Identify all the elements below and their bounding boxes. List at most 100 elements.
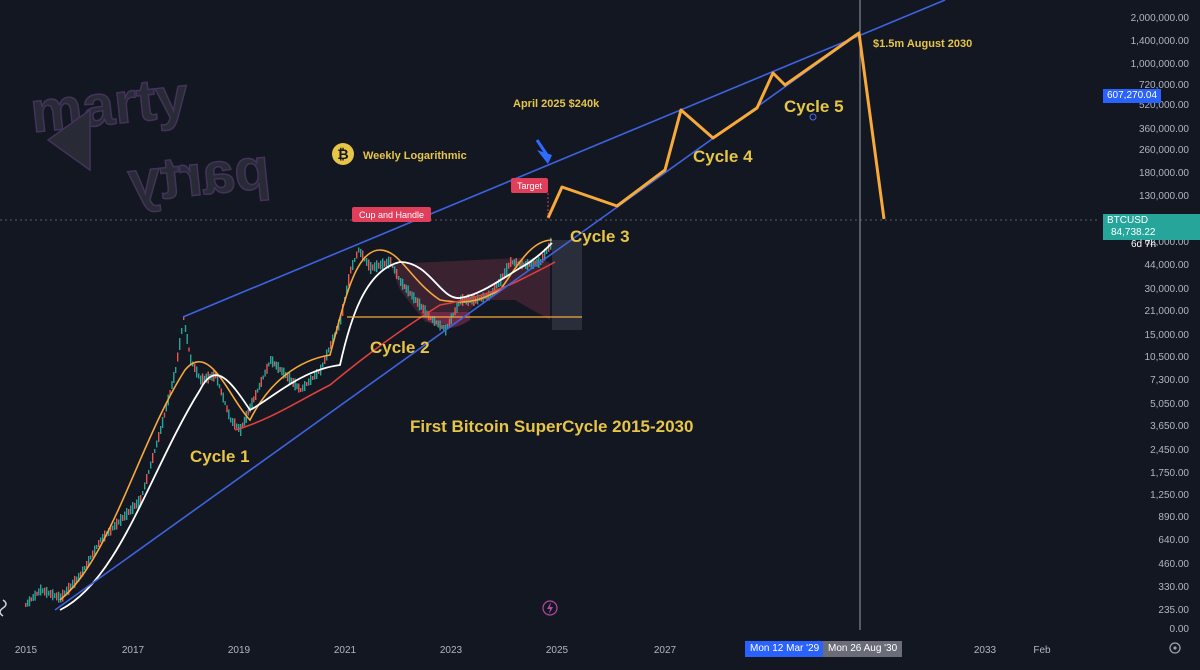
price-candle <box>332 334 334 346</box>
cycle-5-label: Cycle 5 <box>784 97 844 116</box>
price-candle <box>255 390 257 400</box>
volume-profile <box>552 240 582 330</box>
price-candle <box>126 508 128 520</box>
crosshair-dot <box>809 113 817 121</box>
price-candle <box>441 325 443 329</box>
price-candle <box>277 362 279 373</box>
price-candle <box>42 588 44 594</box>
price-tick-label: 1,400,000.00 <box>1131 36 1190 47</box>
price-candle <box>32 594 34 601</box>
price-candle <box>546 248 548 254</box>
price-candle <box>201 373 204 386</box>
price-candle <box>253 396 255 403</box>
april-arrow-shaft <box>535 139 551 159</box>
price-tick-label: 1,750.00 <box>1150 468 1189 479</box>
price-candle <box>294 378 296 391</box>
price-candle <box>430 316 432 320</box>
price-candle <box>290 377 292 384</box>
price-candle <box>108 528 110 536</box>
price-candle <box>186 334 188 344</box>
price-candle <box>350 266 352 274</box>
price-tick-label: 1,000,000.00 <box>1131 59 1190 70</box>
time-tick-label: 2015 <box>15 645 38 656</box>
price-candle <box>156 440 158 448</box>
price-candle <box>346 285 348 295</box>
price-candle <box>504 268 506 278</box>
bitcoin-icon: ₿ <box>332 143 354 165</box>
price-candle <box>376 260 378 273</box>
price-candle <box>48 590 50 596</box>
price-candle <box>268 362 270 367</box>
lightning-icon[interactable] <box>542 600 558 616</box>
price-candle <box>530 259 532 268</box>
price-candle <box>431 316 434 323</box>
price-candle <box>498 279 500 287</box>
price-candle <box>324 356 326 364</box>
price-candle <box>420 303 422 310</box>
price-tick-label: 44,000.00 <box>1145 260 1190 271</box>
current-price-value: 84,738.22 <box>1111 227 1156 238</box>
price-candle <box>158 432 160 442</box>
price-tick-label: 2,450.00 <box>1150 445 1189 456</box>
price-candle <box>114 522 116 530</box>
scroll-handle-icon[interactable] <box>0 599 7 617</box>
price-candle <box>519 260 521 268</box>
price-candle <box>322 362 324 368</box>
price-candle <box>340 315 342 325</box>
price-tick-label: 62,000.00 <box>1145 237 1190 248</box>
price-candle <box>128 509 130 515</box>
price-candle <box>279 366 281 372</box>
price-candle <box>36 591 38 596</box>
price-axis[interactable]: 2,000,000.00 1,400,000.00 1,000,000.00 720,… <box>1131 13 1190 635</box>
cycle-1-label: Cycle 1 <box>190 447 250 466</box>
price-candle <box>380 260 382 270</box>
chart-title: First Bitcoin SuperCycle 2015-2030 <box>410 417 693 436</box>
price-candle <box>508 262 510 269</box>
price-tick-label: 0.00 <box>1170 624 1190 635</box>
price-candle <box>90 555 92 560</box>
price-candle <box>467 294 469 306</box>
price-candle <box>54 593 56 599</box>
price-candle <box>222 392 224 403</box>
price-tick-label: 30,000.00 <box>1145 284 1190 295</box>
price-candle <box>262 375 264 380</box>
price-candle <box>260 376 262 387</box>
price-candle <box>318 370 320 374</box>
price-candle <box>196 366 198 378</box>
price-candle <box>76 576 78 583</box>
cup-handle-badge <box>352 207 431 222</box>
price-candle <box>228 409 230 420</box>
price-candle <box>422 304 424 314</box>
crosshair-date-tag-1: Mon 12 Mar '29 <box>745 641 825 657</box>
time-axis[interactable]: 2015 2017 2019 2021 2023 2025 2027 2033 Feb <box>15 645 1051 656</box>
price-candle <box>398 276 400 280</box>
time-tick-label: 2033 <box>974 645 997 656</box>
price-candle <box>443 325 445 332</box>
price-candle <box>386 258 388 268</box>
price-candle <box>124 511 126 521</box>
price-candle <box>96 545 98 549</box>
price-candle <box>283 367 285 379</box>
price-tick-label: 7,300.00 <box>1150 375 1189 386</box>
price-candle <box>183 316 185 320</box>
peak-annotation: $1.5m August 2030 <box>873 38 972 50</box>
price-candle <box>403 284 406 289</box>
price-candle <box>118 519 120 525</box>
price-tick-label: 10,500.00 <box>1145 352 1190 363</box>
price-candle <box>58 591 60 603</box>
price-candle <box>102 534 104 542</box>
price-candle <box>392 264 394 268</box>
price-candle <box>100 537 102 543</box>
settings-gear-icon[interactable] <box>1169 642 1181 654</box>
time-tick-label: 2027 <box>654 645 677 656</box>
cycle-3-label: Cycle 3 <box>570 227 630 246</box>
price-candle <box>173 372 175 383</box>
price-candle <box>536 258 538 267</box>
price-candle <box>452 312 454 318</box>
price-candle <box>232 418 234 426</box>
price-candle <box>511 260 514 265</box>
time-tick-label: 2025 <box>546 645 569 656</box>
price-candle <box>454 307 456 316</box>
